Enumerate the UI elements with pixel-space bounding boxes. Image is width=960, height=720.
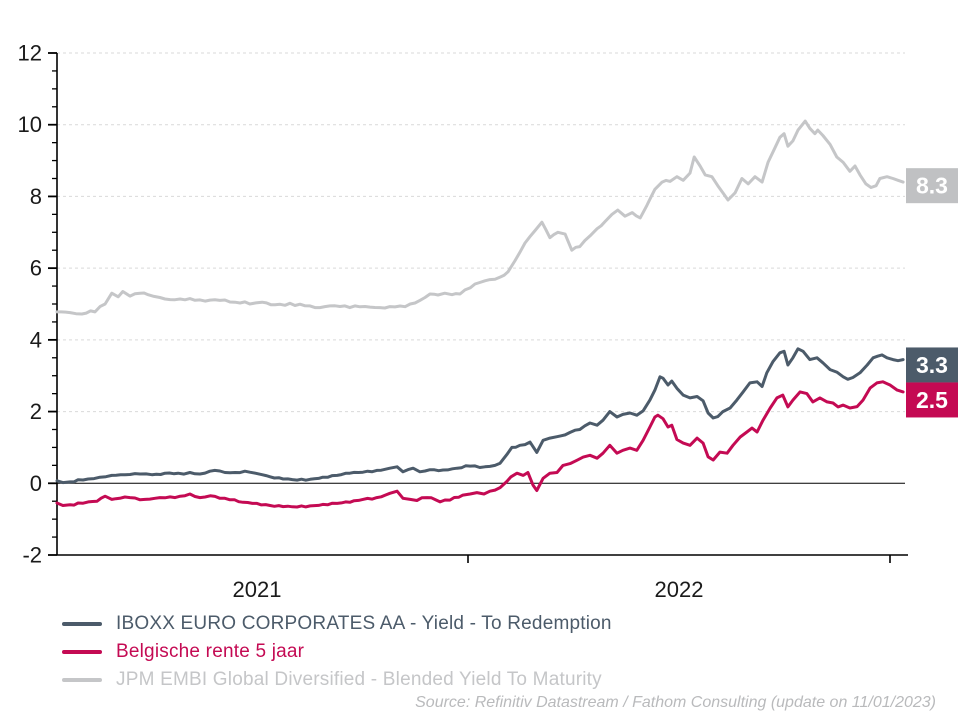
legend-label-jpm: JPM EMBI Global Diversified - Blended Yi… xyxy=(116,668,602,690)
series-line-belgische xyxy=(55,380,905,509)
end-label-jpm-text: 8.3 xyxy=(916,173,948,199)
x-tick-label: 2022 xyxy=(655,577,704,602)
y-tick-label: 12 xyxy=(18,41,42,66)
series-line-iboxx xyxy=(55,347,905,485)
y-tick-label: 2 xyxy=(30,399,42,424)
y-tick-label: 10 xyxy=(18,112,42,137)
end-label-belgische: 2.5 xyxy=(906,382,958,418)
end-label-iboxx: 3.3 xyxy=(906,347,958,383)
y-tick-label: 6 xyxy=(30,256,42,281)
legend-swatch-belgische xyxy=(62,649,102,654)
yield-line-chart: -2 0 2 4 6 8 10 12 2021 2022 8.3 3.3 2.5 xyxy=(18,41,958,602)
legend-item-jpm: JPM EMBI Global Diversified - Blended Yi… xyxy=(62,666,612,693)
y-tick-label: -2 xyxy=(22,543,42,568)
source-note: Source: Refinitiv Datastream / Fathom Co… xyxy=(415,694,936,711)
legend-swatch-jpm xyxy=(62,677,102,682)
axes: -2 0 2 4 6 8 10 12 2021 2022 xyxy=(18,41,908,602)
series-line-jpm xyxy=(55,119,905,316)
x-tick-label: 2021 xyxy=(233,577,282,602)
end-label-iboxx-text: 3.3 xyxy=(916,352,948,378)
legend-swatch-iboxx xyxy=(62,621,102,626)
legend: IBOXX EURO CORPORATES AA - Yield - To Re… xyxy=(62,610,612,693)
y-tick-label: 0 xyxy=(30,471,42,496)
legend-item-iboxx: IBOXX EURO CORPORATES AA - Yield - To Re… xyxy=(62,610,612,637)
y-tick-label: 4 xyxy=(30,327,42,352)
legend-label-iboxx: IBOXX EURO CORPORATES AA - Yield - To Re… xyxy=(116,612,612,634)
end-label-jpm: 8.3 xyxy=(906,168,958,204)
legend-item-belgische: Belgische rente 5 jaar xyxy=(62,638,612,665)
y-tick-label: 8 xyxy=(30,184,42,209)
legend-label-belgische: Belgische rente 5 jaar xyxy=(116,640,305,662)
end-label-belgische-text: 2.5 xyxy=(916,387,948,413)
